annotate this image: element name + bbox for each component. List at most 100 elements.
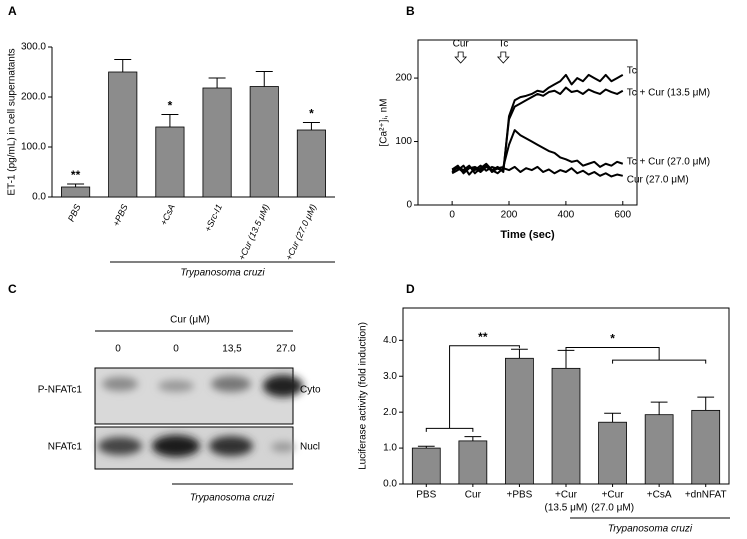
bar (458, 440, 488, 485)
bar (202, 87, 232, 198)
bar (598, 421, 627, 485)
error-bar (557, 349, 575, 369)
annotation: Cur (453, 39, 470, 50)
y-tick-label: 0 (406, 200, 412, 211)
blot-cyto (94, 367, 294, 425)
significance-label: * (168, 99, 173, 113)
blot-panel: C Cur (μM) 0 0 13,5 27.0 P-NFATc1 NFATc1… (8, 282, 321, 503)
band (263, 375, 303, 397)
row-label: P-NFATc1 (38, 385, 83, 396)
error-bar (464, 436, 482, 441)
y-tick-label: 0.0 (383, 479, 397, 490)
x-tick-label: +Cur (602, 490, 625, 501)
error-bar (697, 396, 715, 411)
band (102, 377, 138, 391)
y-axis-label: Luciferase activity (fold induction) (358, 322, 369, 470)
bar (411, 447, 441, 485)
band (211, 376, 251, 392)
error-bar (650, 401, 668, 415)
error-bar (67, 183, 85, 187)
error-bar (511, 348, 528, 359)
significance-label: ** (71, 168, 81, 182)
fraction-label: Cyto (300, 385, 321, 396)
y-tick-label: 4.0 (383, 335, 397, 346)
bar (296, 129, 326, 198)
y-tick-label: 1.0 (383, 443, 397, 454)
bar (108, 71, 138, 198)
series-label: Tc (627, 66, 637, 77)
y-tick-label: 3.0 (383, 371, 397, 382)
group-label: Trypanosoma cruzi (190, 493, 275, 504)
x-axis-label: Time (sec) (500, 229, 555, 241)
band (152, 435, 200, 457)
x-tick-sublabel: (13.5 μM) (545, 503, 588, 514)
x-tick-label: +CsA (647, 490, 672, 501)
annotation: ** (478, 330, 488, 344)
band (271, 442, 295, 452)
x-tick-sublabel: (27.0 μM) (591, 503, 634, 514)
band (158, 380, 194, 392)
error-bar (302, 122, 320, 130)
error-bar (114, 59, 132, 72)
lane-label: 0 (115, 344, 121, 355)
series-label: Cur (27.0 μM) (627, 174, 689, 185)
error-bar (255, 71, 273, 87)
lane-label: 27.0 (276, 344, 296, 355)
error-bar (417, 445, 435, 449)
panel-letter: D (406, 282, 415, 296)
fraction-label: Nucl (300, 442, 320, 453)
bar (61, 186, 91, 198)
y-tick-label: 100.0 (21, 142, 46, 153)
x-tick-label: PBS (66, 203, 83, 224)
x-tick-label: +dnNFAT (685, 490, 727, 501)
band (98, 437, 142, 455)
y-tick-label: 2.0 (383, 407, 397, 418)
bar (644, 414, 674, 485)
x-tick-label: +Src-I1 (203, 203, 224, 234)
blot-header: Cur (μM) (170, 315, 210, 326)
row-label: NFATc1 (48, 442, 83, 453)
annotation: * (610, 332, 615, 346)
error-bar (208, 77, 226, 88)
line-series (451, 129, 624, 175)
series-label: Tc + Cur (13.5 μM) (627, 87, 710, 98)
x-tick-label: 200 (501, 210, 518, 221)
series-label: Tc + Cur (27.0 μM) (627, 156, 710, 167)
significance-label: * (309, 107, 314, 121)
y-tick-label: 200.0 (21, 92, 46, 103)
x-tick-label: +PBS (506, 490, 532, 501)
group-label: Trypanosoma cruzi (180, 268, 265, 279)
y-tick-label: 300.0 (21, 42, 46, 53)
bracket (425, 345, 520, 432)
bar (551, 367, 581, 485)
lane-label: 13,5 (222, 344, 242, 355)
error-bar (604, 412, 621, 423)
x-tick-label: PBS (416, 490, 436, 501)
x-tick-label: +Cur (27.0 μM) (284, 203, 319, 262)
annotation-arrow (454, 51, 468, 64)
line-series (451, 73, 624, 175)
y-axis-label: ET-1 (pg/mL) in cell supernatants (7, 48, 18, 195)
lane-label: 0 (173, 344, 179, 355)
y-tick-label: 200 (395, 73, 412, 84)
x-tick-label: Cur (465, 490, 482, 501)
y-axis-label: [Ca²⁺]ᵢ, nM (379, 99, 390, 147)
y-tick-label: 0.0 (32, 192, 46, 203)
y-tick-label: 100 (395, 136, 412, 147)
annotation-arrow (496, 51, 510, 64)
bracket (565, 347, 707, 364)
panel-letter: A (8, 4, 17, 18)
x-tick-label: +Cur (13.5 μM) (236, 203, 271, 262)
x-tick-label: +Cur (555, 490, 578, 501)
bar (249, 86, 279, 198)
bar (505, 357, 534, 485)
line-series (451, 164, 623, 178)
x-tick-label: +CsA (158, 203, 176, 227)
plot-frame (417, 39, 638, 206)
panel-letter: B (406, 4, 415, 18)
group-label: Trypanosoma cruzi (608, 524, 693, 535)
x-tick-label: 600 (614, 210, 631, 221)
panel-letter: C (8, 282, 17, 296)
line-series (451, 86, 624, 173)
